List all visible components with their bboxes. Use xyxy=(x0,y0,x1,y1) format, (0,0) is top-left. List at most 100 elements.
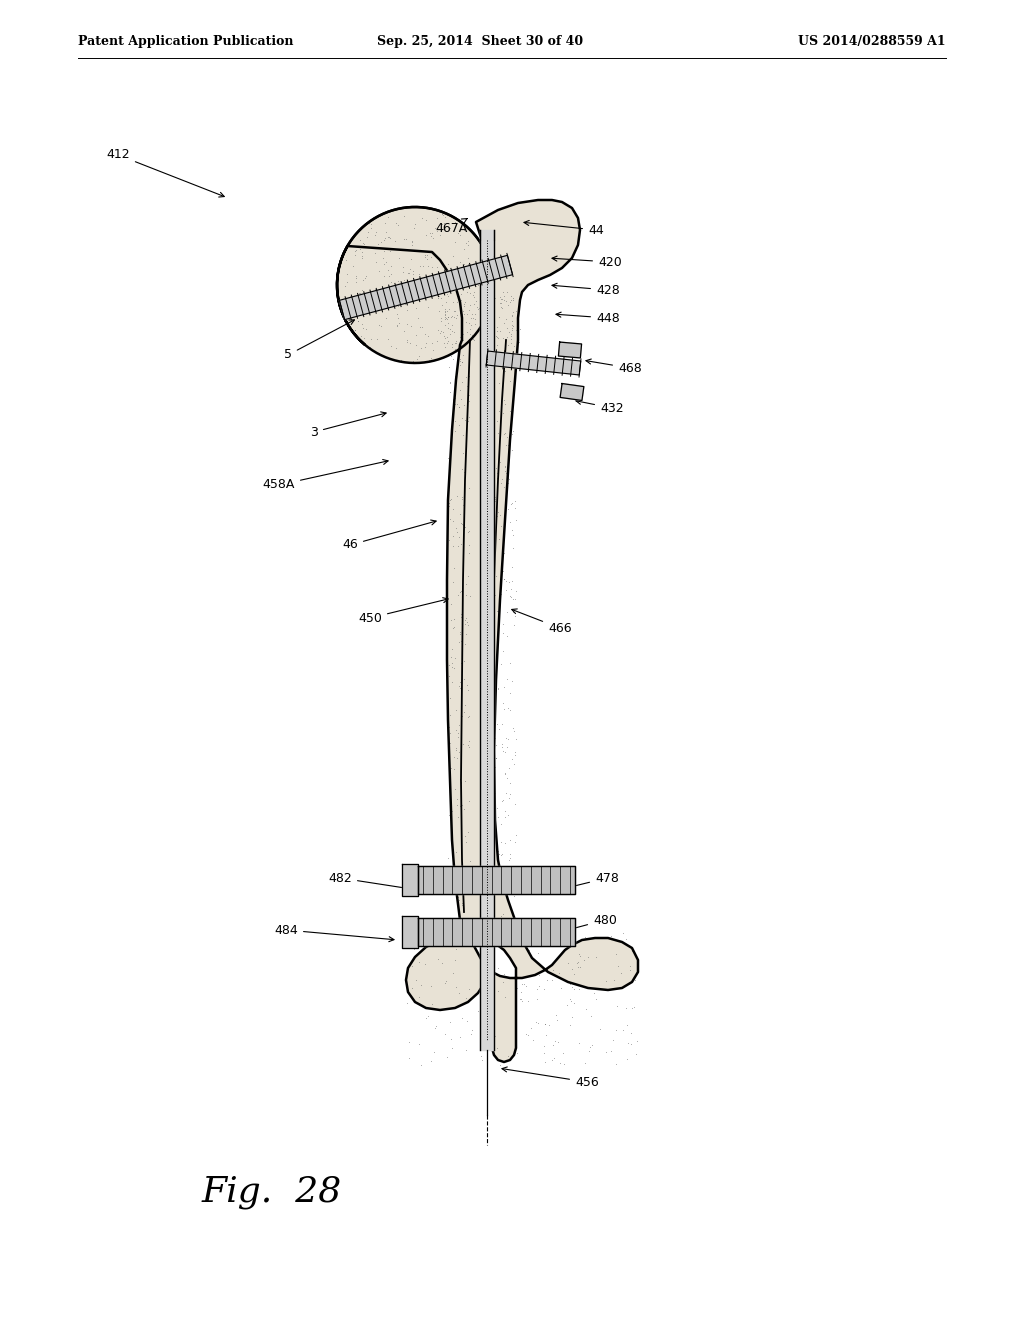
Point xyxy=(446,306,463,327)
Point xyxy=(493,401,509,422)
Point xyxy=(458,312,474,333)
Point xyxy=(496,543,512,564)
Point xyxy=(493,832,509,853)
Point xyxy=(531,965,548,986)
Point xyxy=(581,1040,597,1061)
Point xyxy=(457,610,473,631)
Point xyxy=(441,529,458,550)
Point xyxy=(408,323,424,345)
Point xyxy=(445,657,462,678)
Point xyxy=(565,978,582,999)
Point xyxy=(497,763,513,784)
Point xyxy=(476,273,493,294)
Point xyxy=(395,281,412,302)
Point xyxy=(570,944,587,965)
Point xyxy=(404,260,421,281)
Point xyxy=(418,333,434,354)
Point xyxy=(409,286,425,308)
Point xyxy=(380,206,396,227)
Point xyxy=(453,271,469,292)
Point xyxy=(455,495,471,516)
Point xyxy=(495,541,511,562)
Point xyxy=(445,572,462,593)
Point xyxy=(425,339,441,360)
Point xyxy=(551,962,567,983)
Point xyxy=(452,676,468,697)
Point xyxy=(452,302,468,323)
Point xyxy=(481,941,498,962)
Point xyxy=(449,747,465,768)
Point xyxy=(447,421,464,442)
Point xyxy=(485,717,502,738)
Point xyxy=(626,997,642,1018)
Point xyxy=(624,940,640,961)
Point xyxy=(403,276,420,297)
Point xyxy=(432,308,449,329)
Point xyxy=(452,742,468,763)
Point xyxy=(453,630,469,651)
Point xyxy=(389,304,406,325)
Point xyxy=(440,318,457,339)
Point xyxy=(369,329,385,350)
Point xyxy=(483,867,500,888)
Polygon shape xyxy=(402,865,418,896)
Point xyxy=(488,317,505,338)
Point xyxy=(459,861,475,882)
Point xyxy=(490,843,507,865)
Point xyxy=(500,729,516,750)
Point xyxy=(454,352,470,374)
Point xyxy=(502,652,518,673)
Point xyxy=(499,326,515,347)
Point xyxy=(439,300,456,321)
Point xyxy=(449,285,465,306)
Point xyxy=(482,293,499,314)
Point xyxy=(389,315,406,337)
Point xyxy=(492,293,508,314)
Point xyxy=(422,275,438,296)
Point xyxy=(494,734,510,755)
Point xyxy=(598,970,614,991)
Point xyxy=(478,251,495,272)
Point xyxy=(446,211,463,232)
Point xyxy=(501,758,517,779)
Point xyxy=(482,634,499,655)
Point xyxy=(447,384,464,405)
Point xyxy=(457,861,473,882)
Point xyxy=(537,1012,553,1034)
Point xyxy=(437,306,454,327)
Point xyxy=(451,631,467,652)
Point xyxy=(483,1010,500,1031)
Point xyxy=(386,231,402,252)
Point xyxy=(429,256,445,277)
Point xyxy=(408,298,424,319)
Point xyxy=(584,1035,600,1056)
Point xyxy=(500,434,516,455)
Point xyxy=(453,512,469,533)
Point xyxy=(414,932,430,953)
Point xyxy=(452,796,468,817)
Point xyxy=(459,257,475,279)
Point xyxy=(493,343,509,364)
Point xyxy=(450,807,466,828)
Point xyxy=(446,366,463,387)
Point xyxy=(494,469,510,490)
Point xyxy=(440,499,457,520)
Point xyxy=(454,795,470,816)
Point xyxy=(488,747,505,768)
Point xyxy=(457,409,473,430)
Point xyxy=(479,993,496,1014)
Point xyxy=(379,288,395,309)
Point xyxy=(503,333,519,354)
Point xyxy=(480,290,497,312)
Point xyxy=(504,556,520,577)
Point xyxy=(493,473,509,494)
Point xyxy=(520,939,537,960)
Point xyxy=(443,821,460,842)
Point xyxy=(427,998,443,1019)
Point xyxy=(442,381,459,403)
Point xyxy=(502,682,518,704)
Point xyxy=(396,269,413,290)
Point xyxy=(490,622,507,643)
Point xyxy=(578,1052,594,1073)
Point xyxy=(450,873,466,894)
